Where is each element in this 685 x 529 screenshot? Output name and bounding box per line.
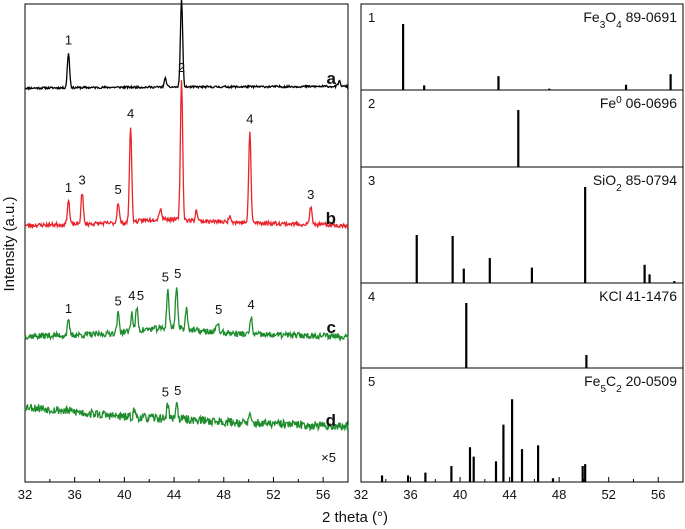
peak-label: 5 [174,383,181,398]
x-tick-label: 56 [316,487,330,502]
x-tick-label: 48 [217,487,231,502]
reference-panel-3: 3 SiO2 85-0794 [361,166,683,283]
series-label-c: c [327,318,336,337]
x-tick-label: 40 [117,487,131,502]
peak-label: 5 [215,302,222,317]
peak-label: 4 [128,288,135,303]
x-tick-label: 32 [18,487,32,502]
peak-label: 1 [65,180,72,195]
series-line-c [24,287,349,342]
series-label-a: a [327,69,337,88]
series-a: 1 2 a [24,0,349,91]
peak-label: 5 [115,182,122,197]
panel-number: 3 [368,173,375,188]
peak-label: 1 [65,301,72,316]
x-tick-label: 36 [403,487,417,502]
series-line-a [24,0,349,91]
x-tick-label: 44 [167,487,181,502]
panel-number: 4 [368,289,375,304]
panel-title: Fe3O4 89-0691 [583,9,677,31]
x-axis-label: 2 theta (°) [322,509,388,526]
scale-factor-note: ×5 [321,450,336,465]
peak-label: 2 [178,60,185,75]
x-tick-label: 56 [651,487,665,502]
reference-panel-4: 4 KCl 41-1476 [361,282,683,368]
peak-label: 4 [247,297,254,312]
y-axis-label: Intensity (a.u.) [1,196,18,291]
series-c: 15 4 55 55 4c [24,266,349,342]
reference-pattern-chart: 1 Fe3O4 89-0691 2 Fe0 06-0696 3 SiO2 85-0794 4… [354,3,684,502]
peak-label: 4 [246,112,253,127]
reference-frame [360,3,684,483]
plot-frame [24,3,349,483]
panel-number: 5 [368,374,375,389]
panel-title: SiO2 85-0794 [593,172,677,194]
panel-title: Fe0 06-0696 [600,95,677,112]
peak-label: 1 [65,33,72,48]
series-line-b [24,80,349,230]
panel-title: KCl 41-1476 [599,288,677,304]
panel-number: 2 [368,96,375,111]
x-tick-label: 52 [601,487,615,502]
x-tick-label: 48 [552,487,566,502]
peak-label: 3 [79,172,86,187]
peak-label: 3 [307,187,314,202]
x-tick-label: 32 [354,487,368,502]
peak-label: 5 [162,269,169,284]
series-d: 5 5 d ×5 [24,383,349,465]
x-tick-label: 52 [266,487,280,502]
xrd-pattern-chart: 3236404448525612a1354243b15455554c55d×5 [18,0,349,502]
x-tick-label: 40 [453,487,467,502]
peak-label: 5 [137,288,144,303]
panel-title: Fe5C2 20-0509 [584,373,677,395]
peak-label: 5 [162,385,169,400]
reference-panel-1: 1 Fe3O4 89-0691 [368,9,677,90]
reference-panel-5: 5 Fe5C2 20-0509 [361,367,683,482]
peak-label: 4 [127,106,134,121]
x-tick-label: 44 [502,487,516,502]
series-label-b: b [326,209,336,228]
panel-number: 1 [368,10,375,25]
reference-panel-2: 2 Fe0 06-0696 [361,89,683,167]
peak-label: 5 [115,293,122,308]
series-line-d [24,401,349,432]
x-tick-label: 36 [67,487,81,502]
series-label-d: d [326,411,336,430]
peak-label: 5 [174,266,181,281]
